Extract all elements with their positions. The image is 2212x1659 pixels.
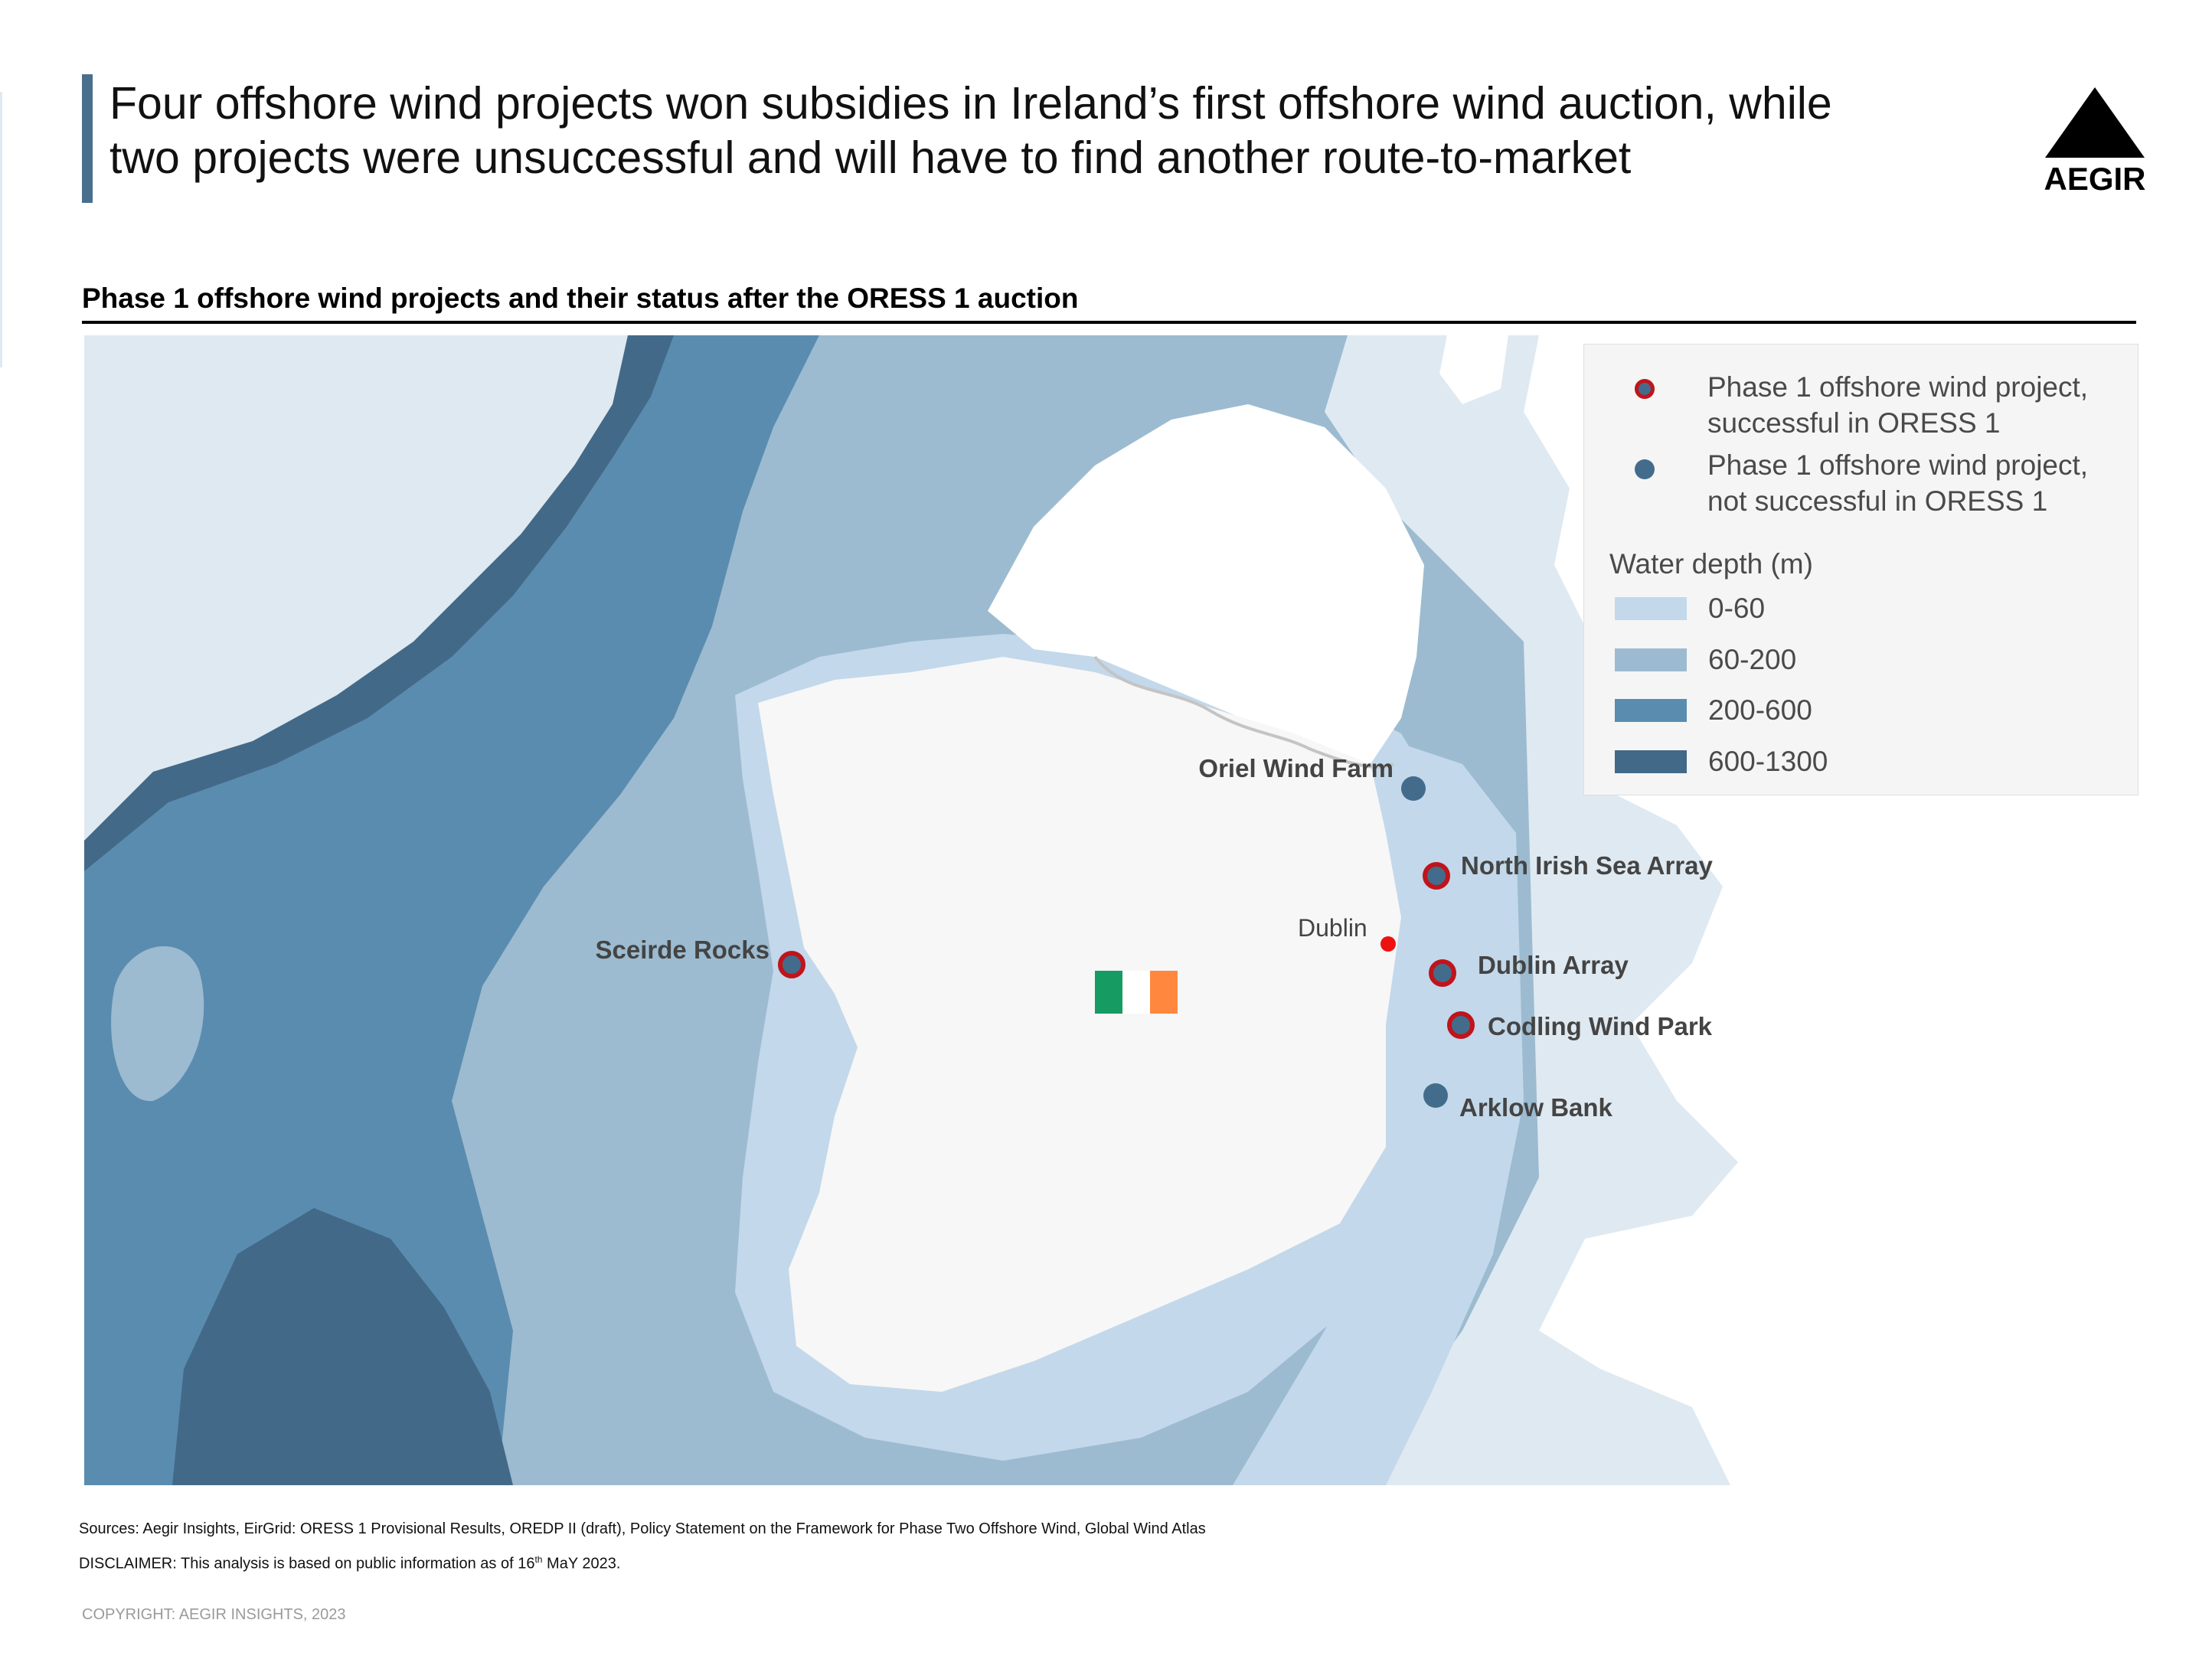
- copyright-note: COPYRIGHT: AEGIR INSIGHTS, 2023: [82, 1606, 346, 1623]
- legend-unsuccessful-line-1: Phase 1 offshore wind project,: [1707, 449, 2089, 481]
- project-label: Oriel Wind Farm: [1198, 754, 1394, 782]
- project-sceirde-rocks[interactable]: Sceirde Rocks: [596, 936, 805, 978]
- project-oriel[interactable]: Oriel Wind Farm: [1198, 754, 1426, 801]
- project-marker[interactable]: [1429, 959, 1456, 987]
- legend-unsuccessful-line-2: not successful in ORESS 1: [1707, 485, 2048, 517]
- ireland-flag-icon: [1095, 971, 1178, 1014]
- northern-ireland-land: [988, 404, 1424, 764]
- scotland-islands: [1439, 335, 1508, 404]
- project-marker[interactable]: [1423, 1083, 1448, 1108]
- project-label: Dublin Array: [1478, 951, 1629, 979]
- legend-depth-title: Water depth (m): [1609, 548, 1813, 580]
- legend-swatch-600-1300: [1615, 750, 1687, 773]
- sources-note: Sources: Aegir Insights, EirGrid: ORESS …: [79, 1520, 1206, 1537]
- project-marker[interactable]: [1447, 1011, 1475, 1039]
- dublin-label: Dublin: [1298, 914, 1367, 942]
- page-edge-strip: [0, 92, 2, 367]
- legend-successful-line-2: successful in ORESS 1: [1707, 407, 2001, 439]
- legend-label-60-200: 60-200: [1708, 644, 1797, 675]
- project-marker[interactable]: [1401, 776, 1426, 801]
- project-codling-wind-park[interactable]: Codling Wind Park: [1447, 1011, 1713, 1040]
- map-subtitle: Phase 1 offshore wind projects and their…: [82, 282, 1079, 314]
- title-line-2: two projects were unsuccessful and will …: [109, 132, 1632, 183]
- map-legend: Phase 1 offshore wind project, successfu…: [1583, 344, 2138, 795]
- title-line-1: Four offshore wind projects won subsidie…: [109, 78, 1832, 129]
- depth-600-1300-basin: [172, 1208, 513, 1485]
- disclaimer-date-suffix: MaY 2023.: [542, 1555, 621, 1572]
- project-marker[interactable]: [1423, 862, 1450, 890]
- legend-swatch-60-200: [1615, 648, 1687, 671]
- disclaimer-ordinal: th: [534, 1554, 543, 1565]
- porcupine-bank: [111, 945, 204, 1102]
- legend-unsuccessful-marker: [1635, 459, 1655, 479]
- legend-swatch-0-60: [1615, 597, 1687, 620]
- project-label: North Irish Sea Array: [1461, 851, 1714, 880]
- title-accent-bar: [82, 74, 93, 203]
- project-north-irish-sea-array[interactable]: North Irish Sea Array: [1423, 851, 1714, 890]
- legend-swatch-200-600: [1615, 699, 1687, 722]
- disclaimer-note: DISCLAIMER: This analysis is based on pu…: [79, 1554, 620, 1573]
- project-label: Codling Wind Park: [1488, 1012, 1713, 1040]
- border-line: [1093, 655, 1394, 769]
- legend-successful-marker: [1635, 379, 1655, 399]
- logo-triangle-icon: [2045, 87, 2145, 158]
- ireland-land: [758, 657, 1401, 1392]
- page-title: Four offshore wind projects won subsidie…: [109, 77, 2024, 185]
- legend-label-200-600: 200-600: [1708, 694, 1812, 726]
- legend-successful-line-1: Phase 1 offshore wind project,: [1707, 371, 2089, 403]
- project-dublin-array[interactable]: Dublin Array: [1429, 951, 1629, 987]
- legend-label-600-1300: 600-1300: [1708, 746, 1828, 777]
- subtitle-rule: [82, 321, 2136, 324]
- legend-label-0-60: 0-60: [1708, 593, 1766, 624]
- project-label: Sceirde Rocks: [596, 936, 769, 964]
- aegir-logo: AEGIR: [2044, 87, 2146, 197]
- dublin-city-dot: [1380, 936, 1396, 952]
- project-marker[interactable]: [778, 951, 805, 978]
- logo-text: AEGIR: [2044, 161, 2145, 197]
- disclaimer-text: DISCLAIMER: This analysis is based on pu…: [79, 1555, 535, 1572]
- project-arklow-bank[interactable]: Arklow Bank: [1423, 1083, 1613, 1122]
- project-label: Arklow Bank: [1459, 1093, 1613, 1122]
